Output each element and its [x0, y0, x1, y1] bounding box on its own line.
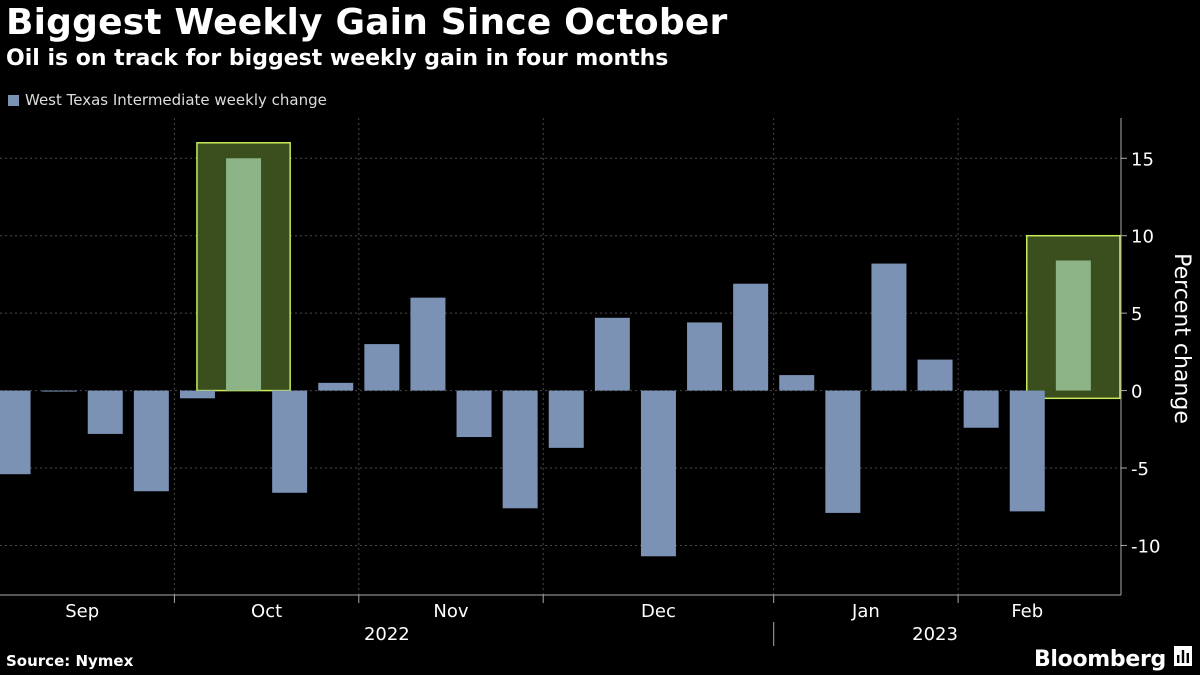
bar: [179, 390, 215, 399]
bar: [640, 390, 676, 557]
x-tick-label: Sep: [65, 601, 99, 622]
legend-label: West Texas Intermediate weekly change: [25, 91, 327, 109]
y-tick-label: 5: [1131, 304, 1142, 325]
x-tick-label: Dec: [641, 601, 676, 622]
legend: West Texas Intermediate weekly change: [8, 91, 327, 109]
y-tick-label: -10: [1131, 536, 1160, 557]
bar: [594, 317, 630, 391]
bar: [318, 382, 354, 391]
source-note: Source: Nymex: [6, 652, 134, 670]
chart-subtitle: Oil is on track for biggest weekly gain …: [6, 46, 669, 71]
bar: [226, 158, 262, 391]
bar: [871, 263, 907, 391]
bar: [1055, 260, 1091, 391]
y-axis-label: Percent change: [1169, 253, 1194, 424]
bar: [41, 390, 77, 392]
year-label: 2022: [364, 624, 410, 645]
x-tick-label: Feb: [1011, 601, 1043, 622]
bar: [364, 344, 400, 391]
bar: [133, 390, 169, 492]
y-tick-label: 15: [1131, 149, 1154, 170]
bar: [272, 390, 308, 493]
bar: [1009, 390, 1045, 512]
brand-logo: Bloomberg: [1034, 646, 1192, 672]
x-tick-label: Oct: [251, 601, 282, 622]
bar: [456, 390, 492, 438]
legend-swatch: [8, 94, 19, 106]
y-tick-label: -5: [1131, 459, 1149, 480]
bar: [825, 390, 861, 513]
bar: [917, 359, 953, 391]
bar: [779, 375, 815, 391]
bar: [410, 297, 446, 391]
terminal-icon: [1174, 646, 1192, 672]
y-tick-label: 10: [1131, 227, 1154, 248]
bar: [687, 322, 723, 391]
x-tick-label: Nov: [433, 601, 468, 622]
bar: [548, 390, 584, 448]
x-tick-label: Jan: [851, 601, 880, 622]
bar: [963, 390, 999, 428]
bar: [733, 283, 769, 391]
bar: [0, 390, 31, 475]
bar: [87, 390, 123, 434]
y-tick-label: 0: [1131, 382, 1142, 403]
bar: [502, 390, 538, 509]
brand-name: Bloomberg: [1033, 646, 1166, 672]
chart-title: Biggest Weekly Gain Since October: [6, 2, 728, 43]
year-label: 2023: [912, 624, 958, 645]
